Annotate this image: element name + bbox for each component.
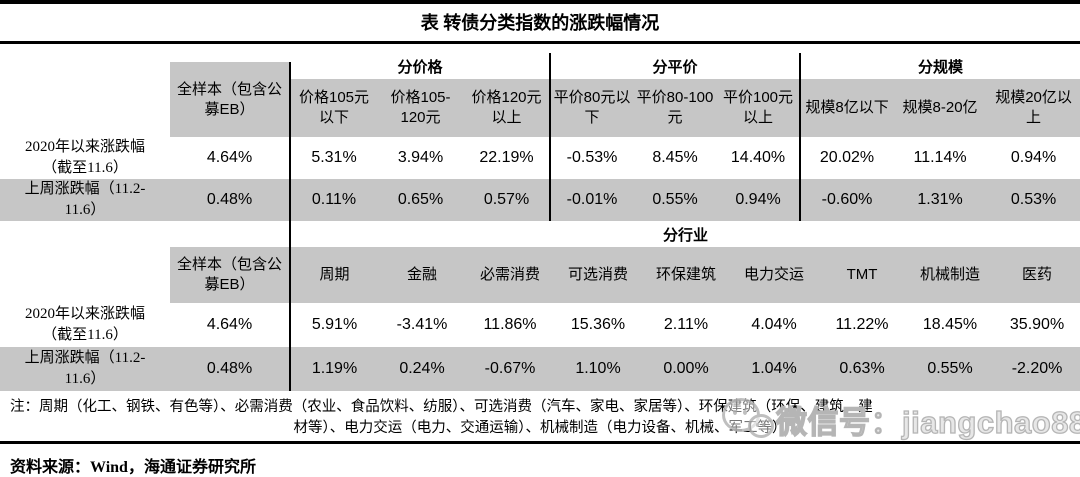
value-cell: 0.63% bbox=[818, 347, 906, 391]
column-header: 环保建筑 bbox=[642, 247, 730, 303]
column-header: 平价100元以上 bbox=[717, 79, 801, 137]
group-header-size: 分规模 bbox=[799, 53, 1080, 79]
value-cell: 11.14% bbox=[913, 149, 967, 166]
sample-column-header: 全样本（包含公募EB） bbox=[170, 44, 290, 137]
value-cell: 0.55% bbox=[906, 347, 994, 391]
value-cell: 35.90% bbox=[1009, 316, 1065, 333]
table-row-lastweek: 上周涨跌幅（11.2-11.6） 0.48% 1.19% 0.24% -0.67… bbox=[0, 347, 1080, 391]
footnote-line-2: 材等）、电力交运（电力、交通运输）、机械制造（电力设备、机械、军工等） bbox=[293, 420, 787, 436]
column-header: TMT bbox=[818, 247, 906, 303]
top-rule bbox=[0, 0, 1080, 4]
row-label: 2020年以来涨跌幅（截至11.6） bbox=[24, 139, 145, 176]
corner-cell bbox=[0, 221, 290, 247]
footnote-line-1: 注：周期（化工、钢铁、有色等）、必需消费（农业、食品饮料、纺服）、可选消费（汽车… bbox=[10, 399, 873, 415]
group-header-industry: 分行业 bbox=[288, 221, 1080, 247]
column-header: 规模8-20亿 bbox=[893, 79, 988, 137]
corner-cell bbox=[0, 53, 170, 137]
table-row-ytd: 2020年以来涨跌幅（截至11.6） 4.64% 5.31% 3.94% 22.… bbox=[0, 137, 1080, 179]
value-cell: -0.67% bbox=[466, 347, 554, 391]
value-cell: 0.48% bbox=[170, 179, 290, 221]
value-cell: 14.40% bbox=[730, 149, 786, 166]
value-cell: -0.53% bbox=[549, 137, 634, 179]
value-cell: 4.64% bbox=[206, 149, 253, 166]
column-header: 可选消费 bbox=[554, 247, 642, 303]
value-cell: 0.48% bbox=[170, 347, 290, 391]
group-header-parity: 分平价 bbox=[549, 53, 801, 79]
value-cell: 3.94% bbox=[397, 149, 444, 166]
row-label: 上周涨跌幅（11.2-11.6） bbox=[0, 179, 170, 221]
value-cell: 0.53% bbox=[987, 179, 1080, 221]
column-header: 金融 bbox=[378, 247, 466, 303]
value-cell: 5.31% bbox=[289, 137, 377, 179]
title-rule bbox=[0, 41, 1080, 44]
group-header-row: 分行业 bbox=[0, 221, 1080, 247]
value-cell: 1.31% bbox=[893, 179, 988, 221]
value-cell: 5.91% bbox=[289, 303, 378, 347]
corner-cell bbox=[0, 247, 170, 303]
column-header: 机械制造 bbox=[906, 247, 994, 303]
row-label: 上周涨跌幅（11.2-11.6） bbox=[0, 347, 170, 391]
value-cell: 4.04% bbox=[751, 316, 797, 333]
column-header: 价格105元以下 bbox=[289, 79, 377, 137]
bottom-rule bbox=[0, 441, 1080, 444]
value-cell: 0.11% bbox=[289, 179, 377, 221]
sample-column-header: 全样本（包含公募EB） bbox=[170, 247, 290, 303]
value-cell: 15.36% bbox=[570, 316, 626, 333]
group-header-price: 分价格 bbox=[288, 53, 551, 79]
value-cell: -0.01% bbox=[549, 179, 634, 221]
column-header: 价格105-120元 bbox=[377, 79, 464, 137]
row-label: 2020年以来涨跌幅（截至11.6） bbox=[24, 306, 145, 343]
column-header-row: 全样本（包含公募EB） 周期 金融 必需消费 可选消费 环保建筑 电力交运 TM… bbox=[0, 247, 1080, 303]
value-cell: 0.94% bbox=[717, 179, 801, 221]
value-cell: 1.04% bbox=[730, 347, 818, 391]
industry-table: 分行业 全样本（包含公募EB） 周期 金融 必需消费 可选消费 环保建筑 电力交… bbox=[0, 221, 1080, 391]
value-cell: 0.24% bbox=[378, 347, 466, 391]
value-cell: -0.60% bbox=[799, 179, 894, 221]
value-cell: 22.19% bbox=[479, 149, 534, 166]
value-cell: 0.57% bbox=[464, 179, 551, 221]
value-cell: 1.19% bbox=[289, 347, 378, 391]
table-title: 表 转债分类指数的涨跌幅情况 bbox=[420, 13, 660, 33]
value-cell: 18.45% bbox=[922, 316, 978, 333]
data-source: 资料来源：Wind，海通证券研究所 bbox=[10, 459, 256, 476]
value-cell: -3.41% bbox=[396, 316, 448, 333]
column-header: 平价80-100元 bbox=[633, 79, 718, 137]
value-cell: 0.55% bbox=[633, 179, 718, 221]
price-parity-size-table: 全样本（包含公募EB） 分价格 分平价 分规模 价格105元以下 价格105-1… bbox=[0, 44, 1080, 221]
value-cell: 1.10% bbox=[554, 347, 642, 391]
value-cell: 8.45% bbox=[652, 149, 698, 166]
value-cell: 0.65% bbox=[377, 179, 464, 221]
column-header: 平价80元以下 bbox=[549, 79, 634, 137]
column-header: 周期 bbox=[289, 247, 378, 303]
column-header: 规模8亿以下 bbox=[799, 79, 894, 137]
value-cell: 0.94% bbox=[1010, 149, 1057, 166]
value-cell: 11.86% bbox=[483, 316, 537, 333]
column-header: 规模20亿以上 bbox=[987, 79, 1080, 137]
value-cell: 20.02% bbox=[799, 137, 894, 179]
group-header-row: 全样本（包含公募EB） 分价格 分平价 分规模 bbox=[0, 44, 1080, 137]
value-cell: 2.11% bbox=[663, 316, 709, 333]
value-cell: 0.00% bbox=[642, 347, 730, 391]
table-row-lastweek: 上周涨跌幅（11.2-11.6） 0.48% 0.11% 0.65% 0.57%… bbox=[0, 179, 1080, 221]
footnote: 注：周期（化工、钢铁、有色等）、必需消费（农业、食品饮料、纺服）、可选消费（汽车… bbox=[0, 397, 1080, 439]
value-cell: -2.20% bbox=[994, 347, 1080, 391]
column-header-row: 价格105元以下 价格105-120元 价格120元以上 平价80元以下 平价8… bbox=[0, 79, 1080, 137]
value-cell: 11.22% bbox=[835, 316, 889, 333]
column-header: 价格120元以上 bbox=[464, 79, 551, 137]
value-cell: 4.64% bbox=[206, 316, 253, 333]
column-header: 医药 bbox=[994, 247, 1080, 303]
table-row-ytd: 2020年以来涨跌幅（截至11.6） 4.64% 5.91% -3.41% 11… bbox=[0, 303, 1080, 347]
column-header: 必需消费 bbox=[466, 247, 554, 303]
column-header: 电力交运 bbox=[730, 247, 818, 303]
